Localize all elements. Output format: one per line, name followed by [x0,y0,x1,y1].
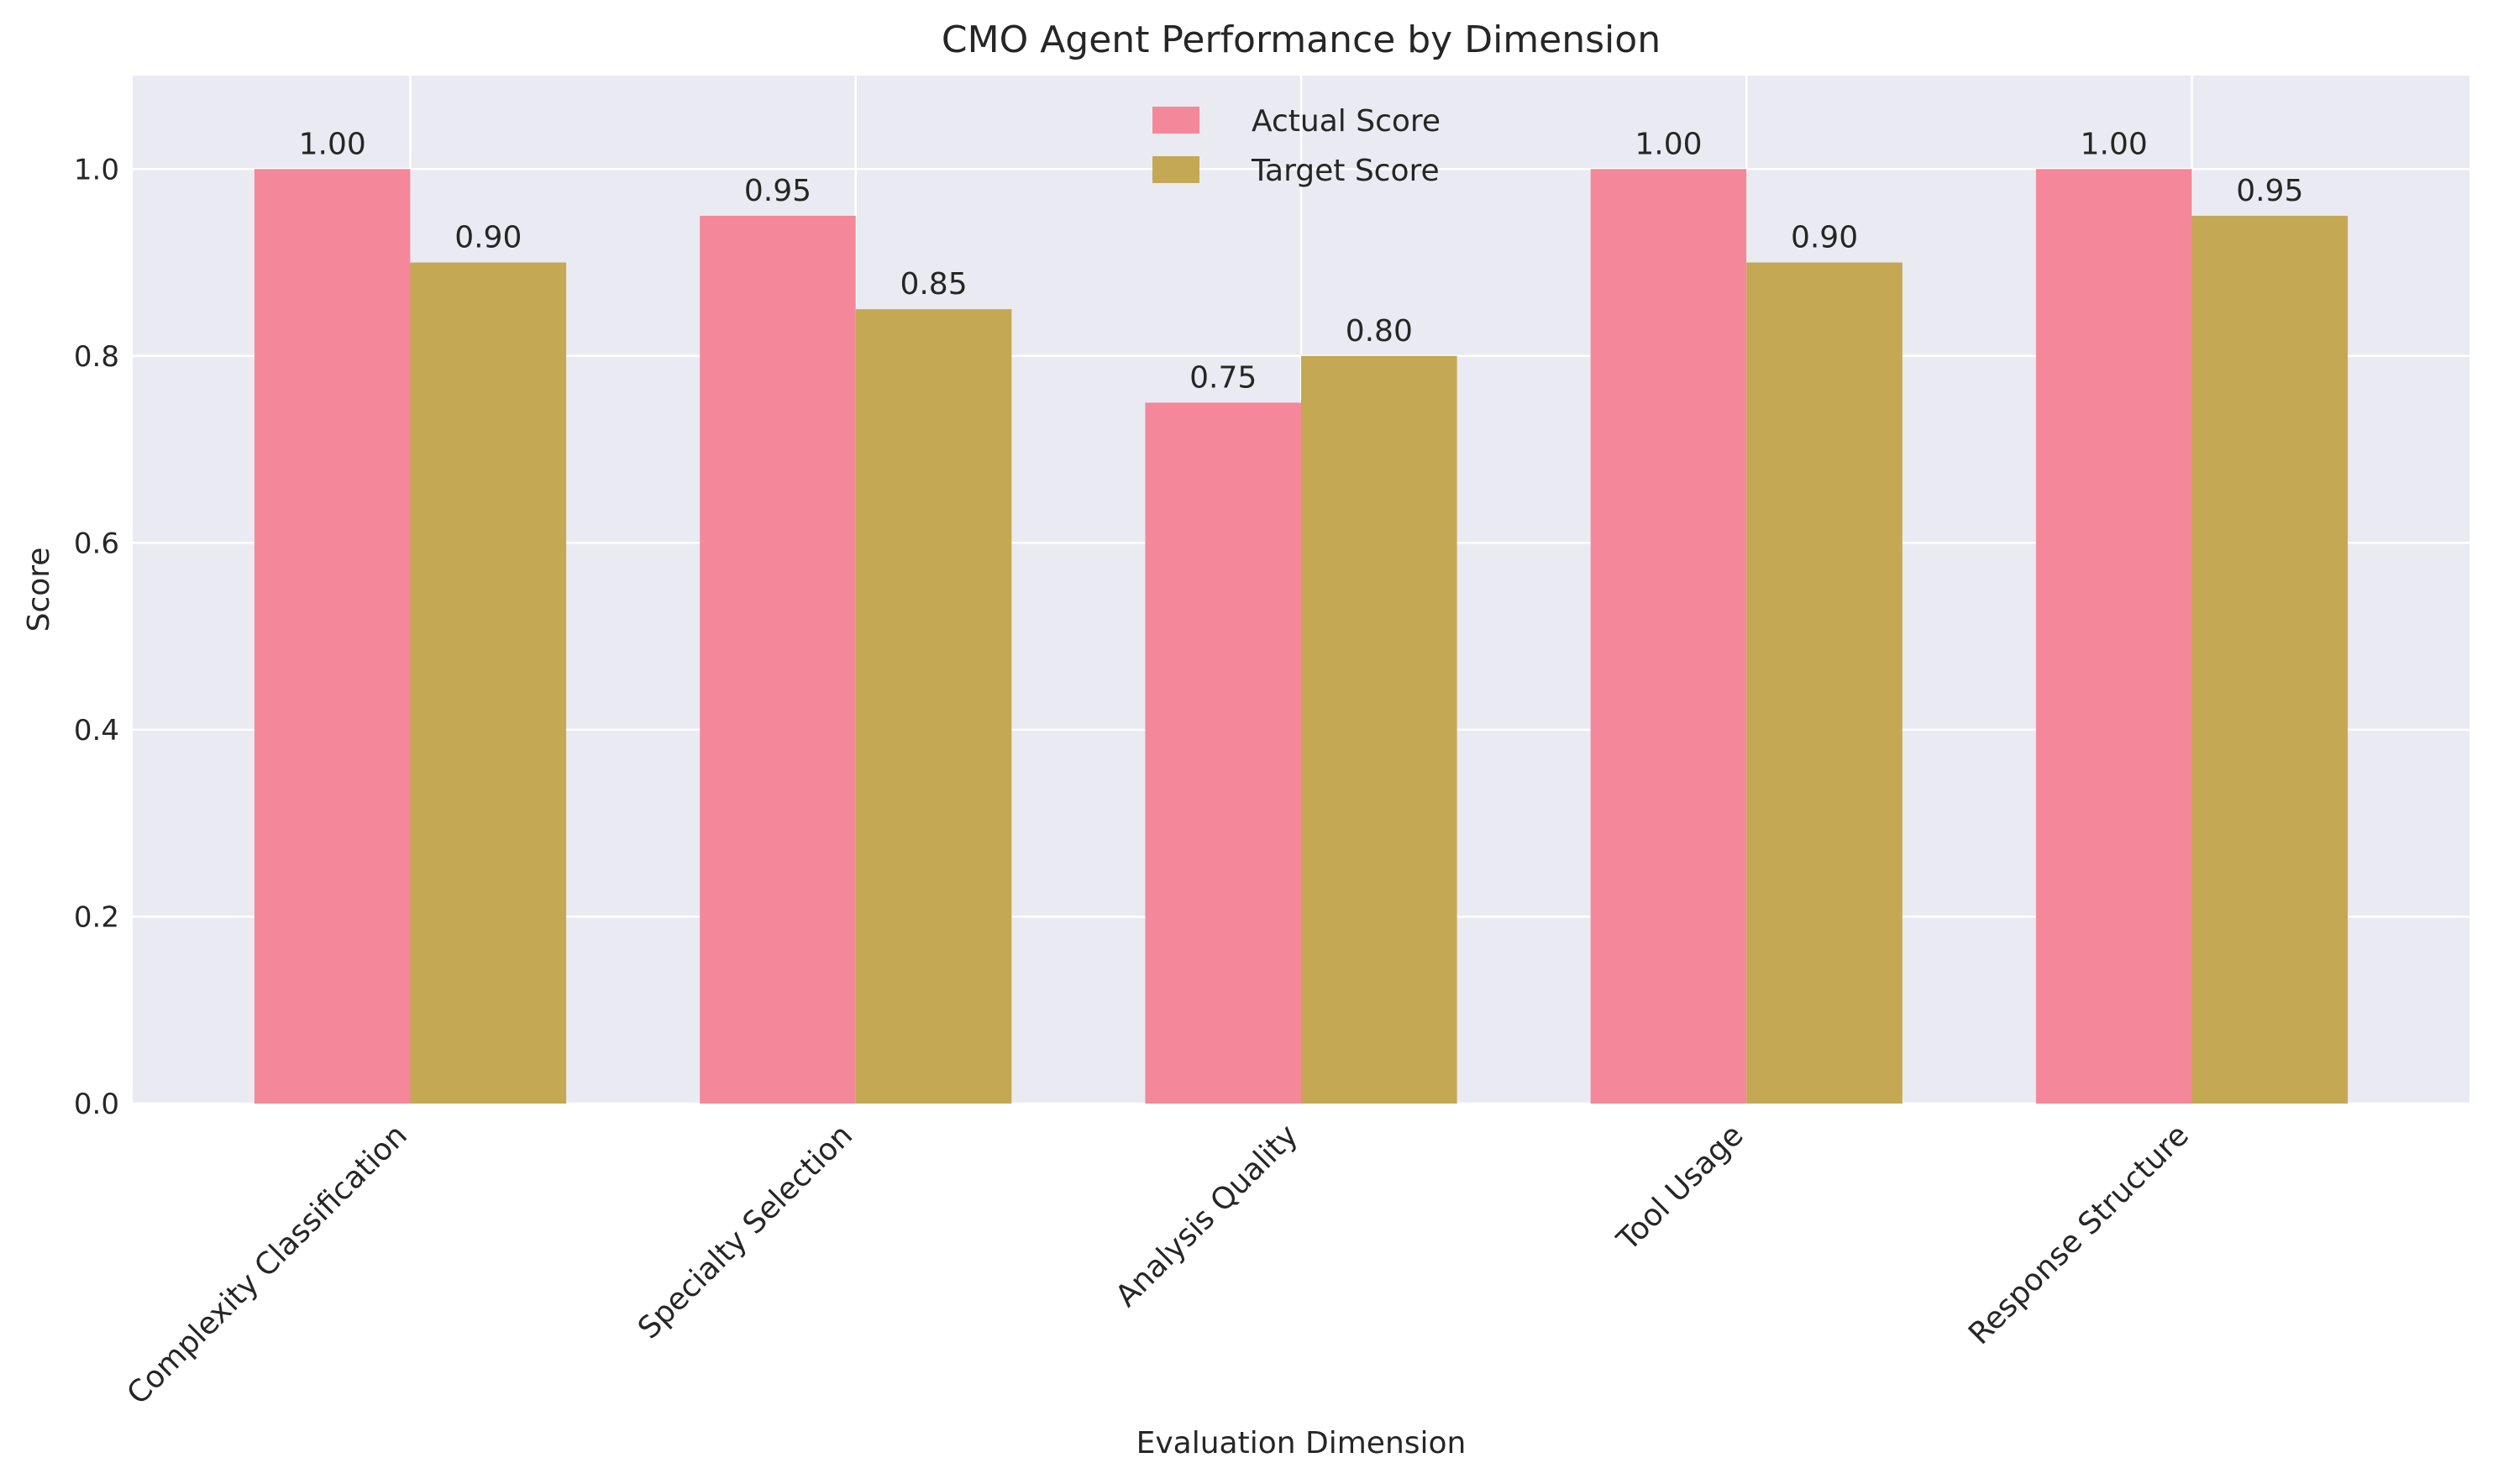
legend-label-actual: Actual Score [1252,104,1441,139]
y-axis-label: Score [22,548,56,632]
target-score-bar [410,262,567,1104]
actual-score-bar [1145,402,1301,1104]
x-tick-label: Response Structure [1962,1118,2196,1351]
actual-score-bar [700,215,856,1104]
actual-score-bar [1590,169,1747,1104]
target-score-value-label: 0.85 [900,267,967,302]
target-score-bar [2191,215,2349,1104]
x-axis-ticks: Complexity Classification Specialty Selec… [121,1118,2196,1411]
bars [254,169,2349,1104]
target-score-value-label: 0.80 [1346,314,1413,349]
actual-score-value-label: 1.00 [1635,127,1702,161]
target-score-bar [855,309,1012,1104]
legend-label-target: Target Score [1251,154,1440,188]
y-axis-ticks: 0.0 0.2 0.4 0.6 0.8 1.0 [74,153,119,1121]
legend: Actual Score Target Score [1152,104,1441,188]
x-tick-label: Complexity Classification [121,1118,414,1411]
x-tick-label: Tool Usage [1610,1118,1750,1258]
x-tick-label: Analysis Quality [1109,1118,1304,1314]
x-axis-label: Evaluation Dimension [1136,1426,1467,1460]
target-score-value-label: 0.95 [2236,174,2303,208]
y-tick-label: 0.8 [74,340,119,374]
x-tick-label: Specialty Selection [632,1118,859,1345]
target-score-value-label: 0.90 [1791,221,1858,255]
legend-swatch-actual [1152,107,1199,134]
y-tick-label: 0.0 [74,1088,119,1121]
actual-score-bar [254,169,411,1104]
legend-swatch-target [1152,156,1199,183]
y-tick-label: 0.6 [74,527,119,560]
y-tick-label: 1.0 [74,153,119,186]
chart-title: CMO Agent Performance by Dimension [942,18,1661,61]
actual-score-value-label: 0.75 [1189,360,1257,395]
y-tick-label: 0.2 [74,900,119,934]
target-score-bar [1301,355,1457,1104]
y-tick-label: 0.4 [74,714,119,747]
actual-score-value-label: 0.95 [744,174,811,208]
target-score-bar [1746,262,1903,1104]
bar-value-labels: 1.00 0.95 0.75 1.00 1.00 0.90 0.85 0.80 0.90 0.95 [299,127,2304,395]
actual-score-value-label: 1.00 [299,127,366,161]
actual-score-bar [2035,169,2192,1104]
target-score-value-label: 0.90 [454,221,522,255]
actual-score-value-label: 1.00 [2081,127,2148,161]
